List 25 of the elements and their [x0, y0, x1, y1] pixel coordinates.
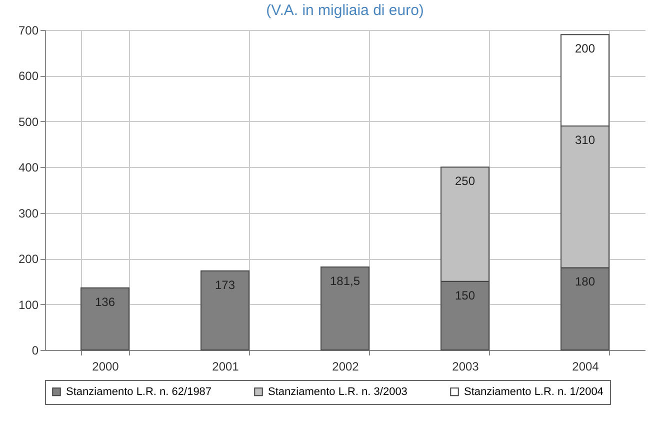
y-tick-label: 300	[18, 206, 39, 220]
data-label: 150	[454, 288, 476, 302]
data-label: 180	[574, 274, 596, 289]
x-tick-label: 2000	[92, 360, 120, 374]
x-tick-label: 2002	[332, 360, 360, 374]
y-tick-label: 100	[18, 298, 39, 312]
data-label: 250	[454, 174, 476, 188]
y-tick-label: 400	[18, 160, 39, 175]
legend-label: Stanziamento L.R. n. 3/2003	[268, 386, 408, 398]
y-tick-label: 600	[18, 69, 39, 84]
legend-label: Stanziamento L.R. n. 1/2004	[464, 386, 604, 398]
data-label: 200	[574, 42, 596, 56]
x-tick-label: 2004	[572, 360, 600, 374]
y-tick-label: 700	[18, 24, 39, 38]
x-tick-label: 2003	[452, 360, 480, 374]
chart-title: (V.A. in migliaia di euro)	[266, 2, 424, 19]
y-tick-label: 200	[18, 252, 39, 266]
data-label: 181,5	[330, 274, 360, 288]
y-tick-label: 0	[32, 344, 39, 358]
legend-label: Stanziamento L.R. n. 62/1987	[66, 386, 212, 398]
x-tick-label: 2001	[212, 360, 240, 374]
y-tick-label: 500	[18, 114, 39, 129]
data-label: 173	[214, 278, 236, 292]
data-label: 310	[574, 133, 596, 147]
data-label: 136	[94, 294, 116, 309]
